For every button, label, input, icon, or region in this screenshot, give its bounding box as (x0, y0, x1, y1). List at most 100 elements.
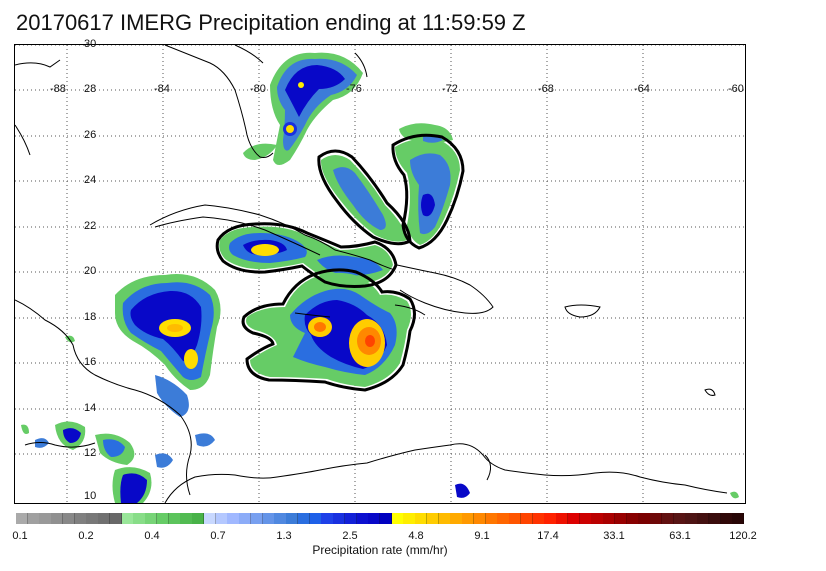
colorbar-swatch (380, 513, 393, 524)
colorbar-swatch (344, 513, 357, 524)
colorbar-tick-label: 17.4 (537, 530, 559, 542)
lon-label: -60 (728, 83, 744, 95)
colorbar-swatch (732, 513, 745, 524)
colorbar-swatch (262, 513, 275, 524)
colorbar-swatch (321, 513, 334, 524)
colorbar-tick-label: 0.4 (144, 530, 160, 542)
colorbar-swatch (297, 513, 311, 524)
colorbar-tick-label: 1.3 (276, 530, 292, 542)
colorbar-swatch (579, 513, 592, 524)
colorbar-tick-label: 0.1 (12, 530, 28, 542)
lon-label: -72 (442, 83, 458, 95)
colorbar-swatch (497, 513, 510, 524)
colorbar-swatch (403, 513, 416, 524)
lon-label: -84 (154, 83, 170, 95)
colorbar-swatch (86, 513, 99, 524)
colorbar-swatch (415, 513, 428, 524)
lon-label: -80 (250, 83, 266, 95)
lat-label: 10 (84, 490, 97, 502)
colorbar-swatch (16, 513, 29, 524)
colorbar-swatch (509, 513, 522, 524)
colorbar-swatch (27, 513, 40, 524)
precip-field (21, 52, 739, 503)
colorbar-swatch (544, 513, 557, 524)
lat-label: 20 (84, 265, 97, 277)
colorbar-swatch (250, 513, 264, 524)
colorbar-tick-label: 2.5 (342, 530, 358, 542)
lon-label: -64 (634, 83, 650, 95)
colorbar-swatch (168, 513, 181, 524)
colorbar-swatch (356, 513, 369, 524)
page-title: 20170617 IMERG Precipitation ending at 1… (16, 10, 526, 35)
lat-label: 22 (84, 220, 97, 232)
colorbar-tick-label: 33.1 (603, 530, 625, 542)
colorbar-swatch (192, 513, 205, 524)
colorbar-swatch (74, 513, 87, 524)
colorbar-swatch (485, 513, 498, 524)
colorbar-swatch (215, 513, 228, 524)
colorbar-tick-label: 120.2 (729, 530, 757, 542)
colorbar-tick-label: 63.1 (669, 530, 691, 542)
lon-label: -88 (50, 83, 66, 95)
colorbar-tick-label: 9.1 (474, 530, 490, 542)
colorbar-swatch (333, 513, 346, 524)
lon-label: -68 (538, 83, 554, 95)
colorbar-swatch (239, 513, 252, 524)
colorbar-swatch (156, 513, 170, 524)
colorbar-swatch (286, 513, 299, 524)
colorbar-swatch (603, 513, 616, 524)
colorbar-swatch (720, 513, 733, 524)
colorbar-swatch (685, 513, 698, 524)
colorbar-swatch (426, 513, 440, 524)
map-canvas (15, 45, 745, 503)
colorbar-swatch (626, 513, 639, 524)
lat-label: 16 (84, 356, 97, 368)
colorbar-swatch (227, 513, 240, 524)
colorbar-swatch (614, 513, 628, 524)
colorbar-swatch (673, 513, 686, 524)
colorbar-swatch (556, 513, 569, 524)
colorbar-swatch (274, 513, 287, 524)
colorbar-swatch (532, 513, 545, 524)
colorbar-tick-label: 0.2 (78, 530, 94, 542)
coastlines (15, 45, 728, 503)
colorbar-swatch (133, 513, 146, 524)
colorbar-swatch (591, 513, 604, 524)
lat-label: 30 (84, 38, 97, 50)
colorbar-swatch (697, 513, 710, 524)
colorbar-swatch (98, 513, 111, 524)
colorbar-swatch (309, 513, 322, 524)
lat-label: 28 (84, 83, 97, 95)
colorbar-swatch (661, 513, 675, 524)
lat-label: 14 (84, 402, 97, 414)
colorbar-swatch (473, 513, 487, 524)
colorbar-swatch (450, 513, 463, 524)
lon-label: -76 (346, 83, 362, 95)
colorbar-swatch (391, 513, 404, 524)
colorbar-swatch (51, 513, 64, 524)
precipitation-map (14, 44, 746, 504)
highlight-contours (215, 133, 465, 392)
colorbar-swatch (650, 513, 663, 524)
colorbar-tick-label: 0.7 (210, 530, 226, 542)
lat-label: 26 (84, 129, 97, 141)
colorbar-swatch (62, 513, 76, 524)
colorbar-swatch (121, 513, 134, 524)
lat-label: 24 (84, 174, 97, 186)
colorbar-swatch (39, 513, 52, 524)
colorbar-title: Precipitation rate (mm/hr) (312, 543, 448, 557)
colorbar-swatch (368, 513, 381, 524)
colorbar-swatch (109, 513, 123, 524)
lat-label: 18 (84, 311, 97, 323)
colorbar-swatch (708, 513, 721, 524)
colorbar-swatch (462, 513, 475, 524)
colorbar-swatch (145, 513, 158, 524)
colorbar-swatch (520, 513, 534, 524)
lat-label: 12 (84, 447, 97, 459)
colorbar (16, 513, 745, 524)
colorbar-swatch (567, 513, 581, 524)
colorbar-tick-label: 4.8 (408, 530, 424, 542)
colorbar-swatch (438, 513, 451, 524)
colorbar-swatch (638, 513, 651, 524)
colorbar-swatch (180, 513, 193, 524)
